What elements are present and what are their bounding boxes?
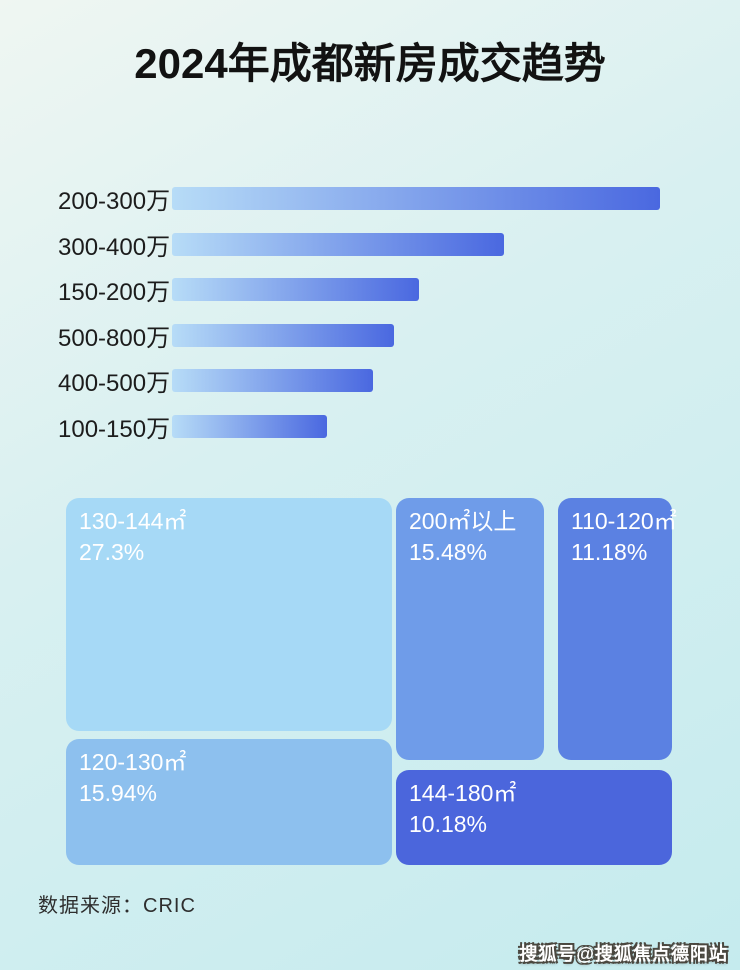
tile-percentage-value: 10.18% bbox=[409, 811, 488, 837]
tile-area-range-label: 110-120㎡ bbox=[571, 508, 677, 534]
bar-row: 100-150万 bbox=[58, 414, 660, 443]
bar-row: 400-500万 bbox=[58, 369, 660, 397]
bar bbox=[172, 278, 419, 302]
area-treemap: 130-144㎡ 27.3% 200㎡以上 15.48% 110-120㎡ 11.18% 1… bbox=[66, 498, 677, 865]
bar bbox=[172, 187, 660, 210]
bar-category-label: 500-800万 bbox=[58, 324, 171, 352]
price-bar-chart: 200-300万 300-400万 150-200万 500-800万 400-500万… bbox=[58, 187, 660, 461]
bar-category-label: 200-300万 bbox=[58, 188, 171, 215]
tile-percentage-value: 27.3% bbox=[79, 539, 145, 565]
bar-row: 300-400万 bbox=[58, 232, 660, 261]
treemap-tile: 110-120㎡ 11.18% bbox=[558, 498, 677, 760]
bar-row: 500-800万 bbox=[58, 323, 660, 352]
tile-area-range-label: 144-180㎡ bbox=[409, 780, 517, 806]
bar-category-label: 300-400万 bbox=[58, 233, 171, 261]
treemap-tile: 144-180㎡ 10.18% bbox=[396, 770, 672, 865]
treemap-tile: 130-144㎡ 27.3% bbox=[66, 498, 392, 731]
tile-area-range-label: 200㎡以上 bbox=[409, 508, 517, 534]
bar-category-label: 150-200万 bbox=[58, 279, 171, 307]
bar-category-label: 400-500万 bbox=[58, 370, 171, 398]
tile-area-range-label: 120-130㎡ bbox=[79, 749, 187, 775]
bar-category-label: 100-150万 bbox=[58, 415, 171, 443]
tile-area-range-label: 130-144㎡ bbox=[79, 508, 187, 534]
data-source-label: 数据来源：CRIC bbox=[38, 895, 196, 917]
bar-row: 150-200万 bbox=[58, 278, 660, 306]
page-title: 2024年成都新房成交趋势 bbox=[134, 40, 606, 87]
tile-percentage-value: 15.48% bbox=[409, 539, 488, 565]
bar bbox=[172, 323, 394, 347]
bar-row: 200-300万 bbox=[58, 187, 660, 215]
treemap-tile: 120-130㎡ 15.94% bbox=[66, 739, 392, 865]
bar bbox=[172, 414, 327, 438]
tile-percentage-value: 11.18% bbox=[571, 539, 648, 565]
bar bbox=[172, 232, 504, 256]
bar bbox=[172, 369, 373, 393]
watermark-text: 搜狐号@搜狐焦点德阳站 bbox=[519, 944, 728, 964]
tile-percentage-value: 15.94% bbox=[79, 780, 158, 806]
treemap-tile: 200㎡以上 15.48% bbox=[396, 498, 544, 760]
